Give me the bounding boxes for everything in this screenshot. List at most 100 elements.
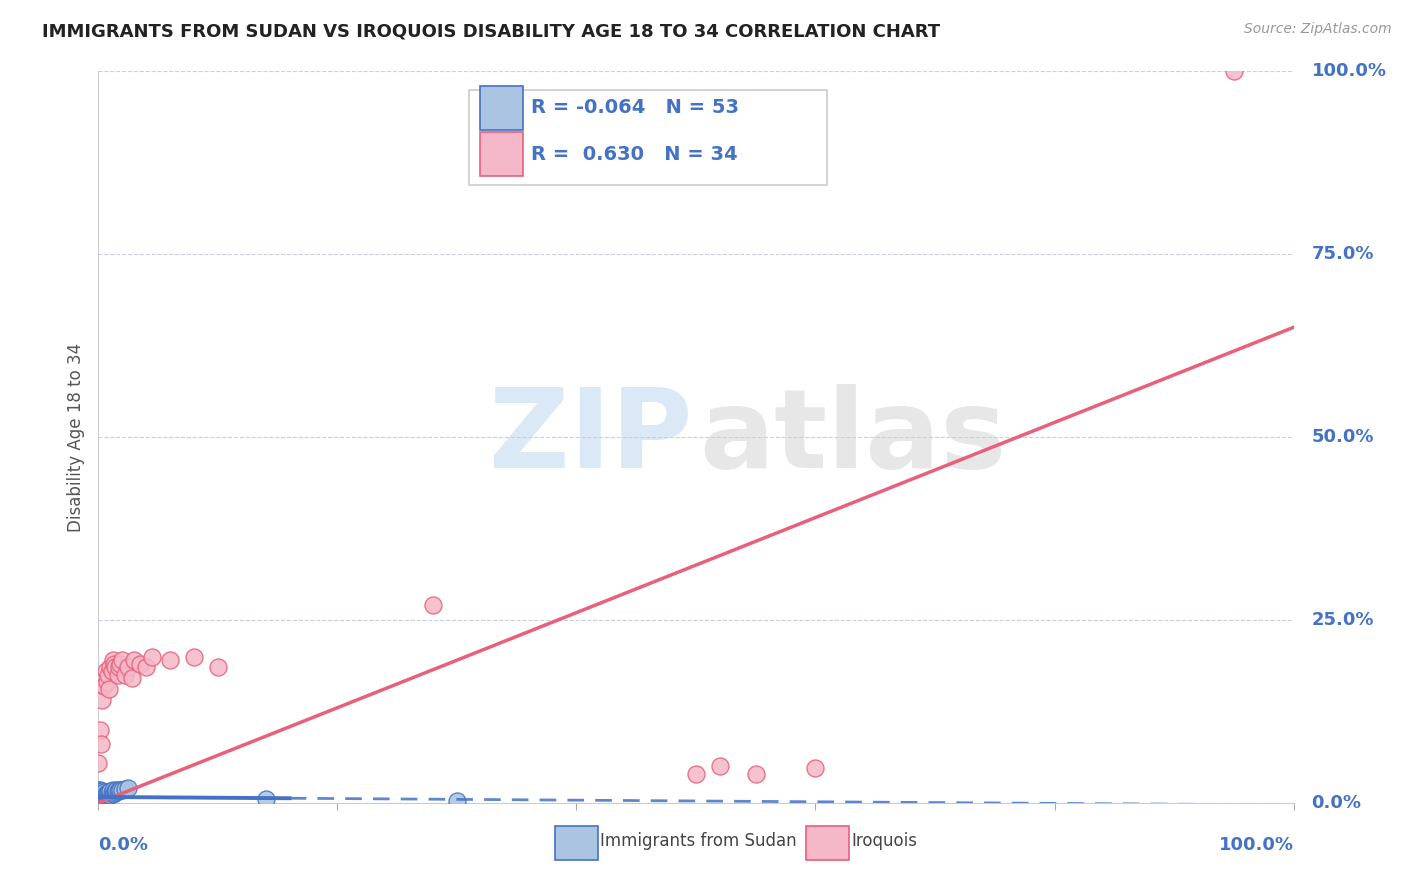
FancyBboxPatch shape bbox=[555, 826, 598, 860]
Point bbox=[91, 784, 114, 798]
Text: Iroquois: Iroquois bbox=[852, 832, 917, 850]
Text: 25.0%: 25.0% bbox=[1312, 611, 1374, 629]
Point bbox=[103, 786, 125, 800]
Point bbox=[159, 653, 181, 667]
FancyBboxPatch shape bbox=[470, 90, 827, 185]
Point bbox=[90, 784, 112, 798]
Point bbox=[422, 599, 444, 613]
Point bbox=[101, 787, 124, 801]
Point bbox=[96, 786, 118, 800]
Point bbox=[98, 789, 121, 803]
Point bbox=[89, 794, 111, 808]
Text: 0.0%: 0.0% bbox=[98, 836, 149, 854]
Y-axis label: Disability Age 18 to 34: Disability Age 18 to 34 bbox=[66, 343, 84, 532]
Point bbox=[89, 723, 111, 737]
Point bbox=[207, 660, 229, 674]
Point bbox=[98, 788, 122, 802]
Point bbox=[107, 784, 129, 798]
Point bbox=[96, 675, 118, 690]
FancyBboxPatch shape bbox=[479, 132, 523, 177]
Point bbox=[114, 667, 136, 681]
Point bbox=[93, 789, 115, 803]
Point bbox=[104, 784, 127, 798]
Point bbox=[745, 766, 768, 780]
Point bbox=[98, 785, 121, 799]
Point bbox=[103, 657, 125, 671]
Point bbox=[87, 794, 110, 808]
Point bbox=[90, 794, 112, 808]
Point bbox=[93, 679, 115, 693]
Point bbox=[254, 792, 277, 806]
FancyBboxPatch shape bbox=[479, 86, 523, 130]
Point bbox=[91, 693, 114, 707]
Point bbox=[90, 786, 112, 800]
Point bbox=[129, 657, 152, 671]
Point bbox=[91, 786, 114, 800]
Text: atlas: atlas bbox=[700, 384, 1007, 491]
Point bbox=[87, 796, 110, 810]
Text: IMMIGRANTS FROM SUDAN VS IROQUOIS DISABILITY AGE 18 TO 34 CORRELATION CHART: IMMIGRANTS FROM SUDAN VS IROQUOIS DISABI… bbox=[42, 22, 941, 40]
Text: 100.0%: 100.0% bbox=[1219, 836, 1294, 854]
Point bbox=[89, 792, 111, 806]
Point bbox=[91, 789, 114, 804]
Point bbox=[89, 788, 111, 802]
Point bbox=[96, 789, 118, 804]
Point bbox=[108, 657, 131, 671]
Point bbox=[87, 782, 110, 797]
Point bbox=[100, 786, 122, 800]
Point bbox=[87, 787, 110, 801]
Point bbox=[87, 791, 110, 805]
Point bbox=[804, 761, 827, 775]
Point bbox=[87, 789, 110, 804]
Point bbox=[91, 787, 114, 801]
Point bbox=[107, 783, 129, 797]
Point bbox=[141, 649, 163, 664]
Text: 50.0%: 50.0% bbox=[1312, 428, 1374, 446]
Point bbox=[117, 660, 139, 674]
Text: R = -0.064   N = 53: R = -0.064 N = 53 bbox=[531, 98, 740, 118]
Point bbox=[97, 786, 120, 800]
Text: 75.0%: 75.0% bbox=[1312, 245, 1374, 263]
Point bbox=[105, 785, 128, 799]
Point bbox=[121, 672, 143, 686]
Text: 100.0%: 100.0% bbox=[1312, 62, 1386, 80]
Point bbox=[685, 766, 707, 780]
Point bbox=[709, 759, 731, 773]
Point bbox=[104, 660, 127, 674]
Point bbox=[1223, 64, 1246, 78]
Point bbox=[89, 786, 111, 800]
Point bbox=[91, 793, 114, 807]
Point bbox=[124, 653, 146, 667]
Point bbox=[98, 682, 121, 697]
Point bbox=[183, 649, 205, 664]
Point bbox=[135, 660, 157, 674]
Point bbox=[87, 756, 110, 770]
FancyBboxPatch shape bbox=[806, 826, 849, 860]
Point bbox=[94, 790, 117, 805]
Point bbox=[87, 785, 110, 799]
Text: 0.0%: 0.0% bbox=[1312, 794, 1361, 812]
Point bbox=[108, 783, 131, 797]
Point bbox=[91, 789, 114, 804]
Point bbox=[97, 789, 120, 804]
Point bbox=[89, 789, 111, 804]
Point bbox=[97, 667, 120, 681]
Text: R =  0.630   N = 34: R = 0.630 N = 34 bbox=[531, 145, 738, 163]
Point bbox=[94, 664, 117, 678]
Text: Source: ZipAtlas.com: Source: ZipAtlas.com bbox=[1244, 22, 1392, 37]
Point bbox=[90, 791, 112, 805]
Point bbox=[98, 660, 122, 674]
Point bbox=[101, 653, 124, 667]
Point bbox=[107, 667, 129, 681]
Point bbox=[93, 785, 115, 799]
Point bbox=[89, 783, 111, 797]
Text: ZIP: ZIP bbox=[489, 384, 692, 491]
Point bbox=[90, 737, 112, 751]
Point bbox=[107, 660, 129, 674]
Point bbox=[100, 664, 122, 678]
Point bbox=[91, 792, 114, 806]
Point bbox=[105, 782, 128, 797]
Point bbox=[117, 781, 139, 796]
Point bbox=[94, 787, 117, 801]
Point bbox=[114, 781, 136, 796]
